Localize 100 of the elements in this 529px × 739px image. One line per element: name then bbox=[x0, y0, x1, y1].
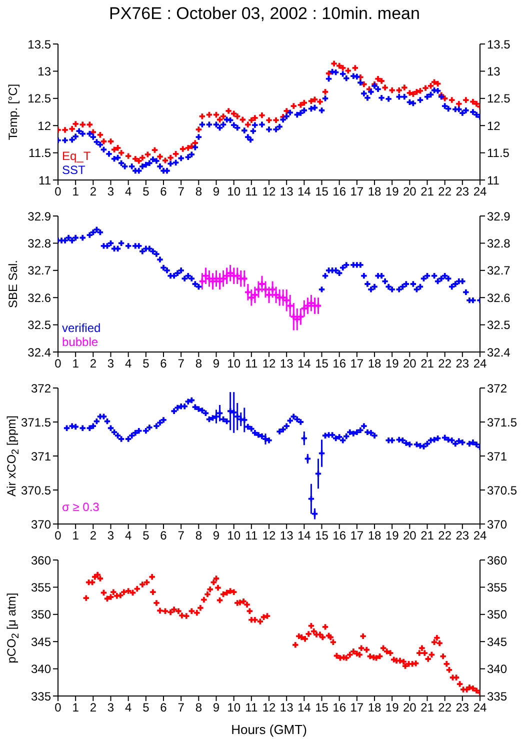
x-tick-label: 4 bbox=[124, 356, 132, 371]
y2-tick-label: 371.5 bbox=[487, 415, 518, 430]
y2-tick-label: 355 bbox=[487, 580, 508, 594]
y-tick-label: 350 bbox=[30, 608, 52, 622]
point bbox=[242, 276, 248, 282]
point bbox=[220, 276, 226, 282]
y2-tick-label: 32.5 bbox=[487, 318, 511, 332]
y2-tick-label: 32.9 bbox=[487, 209, 511, 224]
x-tick-label: 18 bbox=[368, 356, 382, 371]
y2-tick-label: 370 bbox=[487, 517, 508, 532]
x-tick-label: 23 bbox=[456, 528, 470, 543]
x-tick-label: 11 bbox=[245, 356, 258, 371]
y-tick-label: 340 bbox=[30, 662, 52, 676]
point bbox=[202, 272, 209, 279]
y2-tick-label: 335 bbox=[487, 689, 508, 704]
x-tick-label: 0 bbox=[54, 700, 62, 715]
x-tick-label: 6 bbox=[160, 356, 168, 371]
x-tick-label: 21 bbox=[420, 184, 434, 199]
x-tick-label: 3 bbox=[107, 184, 114, 199]
y2-tick-label: 360 bbox=[487, 553, 508, 568]
y-tick-label: 32.7 bbox=[28, 264, 52, 278]
y-axis-title: SBE Sal. bbox=[6, 260, 20, 308]
point bbox=[262, 286, 268, 292]
y-tick-label: 372 bbox=[30, 381, 52, 396]
y-tick-label: 370 bbox=[30, 517, 52, 532]
x-tick-label: 16 bbox=[332, 528, 346, 543]
x-tick-label: 10 bbox=[227, 184, 241, 199]
x-tick-label: 20 bbox=[402, 184, 417, 199]
x-tick-label: 12 bbox=[262, 184, 276, 199]
series-label: Eq_T bbox=[62, 149, 91, 163]
x-tick-label: 19 bbox=[385, 528, 400, 543]
point bbox=[252, 292, 258, 298]
point bbox=[248, 294, 254, 300]
x-tick-label: 2 bbox=[90, 700, 97, 715]
x-tick-label: 1 bbox=[72, 184, 80, 199]
y2-tick-label: 12 bbox=[487, 118, 501, 133]
point bbox=[284, 297, 290, 304]
point bbox=[308, 300, 314, 306]
x-tick-label: 0 bbox=[54, 184, 62, 199]
point bbox=[287, 302, 293, 309]
x-tick-label: 8 bbox=[195, 356, 202, 371]
x-tick-label: 14 bbox=[297, 184, 312, 199]
x-tick-label: 10 bbox=[227, 356, 241, 371]
y-tick-label: 11 bbox=[38, 173, 52, 188]
x-tick-label: 10 bbox=[227, 528, 241, 543]
point bbox=[266, 292, 272, 298]
x-axis-title: Hours (GMT) bbox=[231, 722, 307, 737]
y2-tick-label: 340 bbox=[487, 662, 508, 676]
x-tick-label: 18 bbox=[368, 528, 382, 543]
x-tick-label: 22 bbox=[438, 528, 452, 543]
y-tick-label: 371 bbox=[30, 449, 52, 464]
y2-tick-label: 350 bbox=[487, 608, 508, 622]
x-tick-label: 9 bbox=[212, 356, 220, 371]
x-tick-label: 7 bbox=[178, 528, 185, 543]
x-tick-label: 11 bbox=[245, 184, 258, 199]
x-tick-label: 21 bbox=[420, 356, 434, 371]
x-tick-label: 14 bbox=[297, 528, 312, 543]
x-tick-label: 22 bbox=[438, 184, 452, 199]
point bbox=[199, 278, 206, 284]
x-tick-label: 19 bbox=[385, 356, 400, 371]
point bbox=[301, 306, 308, 312]
x-tick-label: 16 bbox=[332, 700, 346, 715]
y-tick-label: 13.5 bbox=[28, 37, 52, 52]
x-tick-label: 5 bbox=[142, 528, 150, 543]
x-tick-label: 13 bbox=[280, 700, 294, 715]
annotation: σ ≥ 0.3 bbox=[62, 500, 100, 514]
point bbox=[234, 272, 240, 279]
x-tick-label: 17 bbox=[350, 356, 364, 371]
x-tick-label: 9 bbox=[212, 528, 220, 543]
x-tick-label: 23 bbox=[456, 356, 470, 371]
point bbox=[245, 289, 251, 296]
x-tick-label: 24 bbox=[473, 528, 487, 543]
x-tick-label: 15 bbox=[315, 356, 329, 371]
text: verified bbox=[62, 321, 101, 335]
x-tick-label: 22 bbox=[438, 356, 452, 371]
x-tick-label: 4 bbox=[124, 700, 132, 715]
x-tick-label: 8 bbox=[195, 700, 202, 715]
x-tick-label: 6 bbox=[160, 184, 168, 199]
y2-tick-label: 345 bbox=[487, 634, 508, 649]
y-tick-label: 13 bbox=[38, 64, 52, 78]
x-tick-label: 2 bbox=[90, 184, 97, 199]
y-axis-title: Temp. [°C] bbox=[6, 84, 20, 140]
x-tick-label: 11 bbox=[245, 528, 258, 543]
x-tick-label: 15 bbox=[315, 184, 329, 199]
point bbox=[256, 286, 262, 292]
x-tick-label: 7 bbox=[178, 184, 185, 199]
x-tick-label: 5 bbox=[142, 700, 150, 715]
x-tick-label: 19 bbox=[385, 700, 400, 715]
y2-tick-label: 32.8 bbox=[487, 236, 511, 250]
x-tick-label: 13 bbox=[280, 528, 294, 543]
y-tick-label: 11.5 bbox=[28, 146, 52, 160]
y-tick-label: 32.6 bbox=[28, 290, 52, 305]
x-tick-label: 23 bbox=[456, 700, 470, 715]
x-tick-label: 6 bbox=[160, 700, 168, 715]
y2-tick-label: 32.6 bbox=[487, 290, 511, 305]
x-tick-label: 6 bbox=[160, 528, 168, 543]
x-tick-label: 20 bbox=[402, 700, 417, 715]
y2-tick-label: 32.4 bbox=[487, 345, 511, 360]
x-tick-label: 12 bbox=[262, 356, 276, 371]
x-tick-label: 17 bbox=[350, 184, 364, 199]
